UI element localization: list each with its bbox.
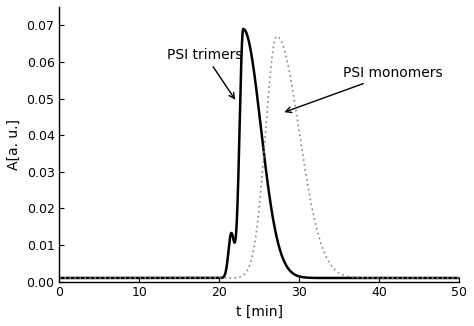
Text: PSI trimers: PSI trimers	[167, 48, 243, 98]
Y-axis label: A[a. u.]: A[a. u.]	[7, 119, 21, 170]
Text: PSI monomers: PSI monomers	[286, 66, 443, 112]
X-axis label: t [min]: t [min]	[236, 305, 283, 319]
